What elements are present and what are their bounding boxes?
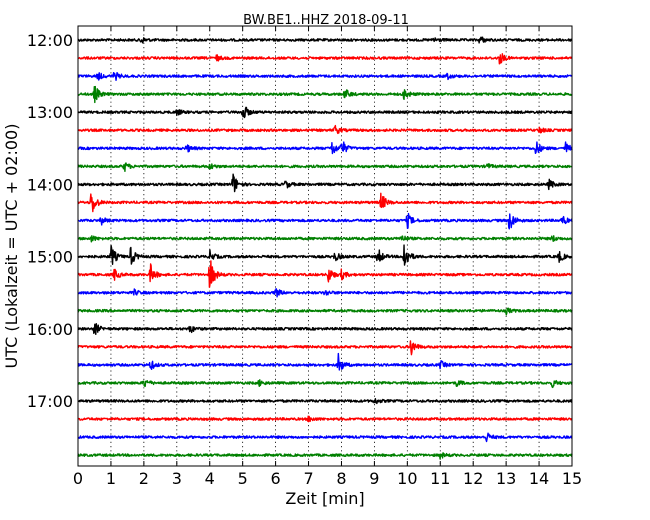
y-axis: 12:00 13:00 14:00 15:00 16:00 17:00 [27,31,572,411]
trace-13-15 [77,124,573,135]
x-tick-label: 6 [271,469,281,488]
y-axis-label: UTC (Lokalzeit = UTC + 02:00) [2,124,21,369]
x-tick-label: 1 [106,469,116,488]
x-tick-label: 5 [238,469,248,488]
trace-16-00 [77,322,573,335]
y-tick-label: 16:00 [27,320,73,339]
trace-17-30 [77,432,573,443]
x-tick-label: 0 [73,469,83,488]
trace-16-15 [77,340,573,356]
trace-16-30 [77,352,573,371]
trace-13-00 [77,106,573,119]
x-tick-label: 2 [139,469,149,488]
x-tick-label: 15 [562,469,582,488]
seismogram-traces [77,36,573,460]
trace-13-30 [77,141,573,155]
trace-15-30 [77,288,573,298]
x-tick-label: 9 [369,469,379,488]
trace-12-45 [77,85,573,104]
trace-12-30 [77,71,573,82]
x-tick-label: 13 [496,469,516,488]
x-tick-label: 12 [463,469,483,488]
trace-14-15 [77,192,573,213]
y-tick-label: 12:00 [27,31,73,50]
trace-17-00 [77,398,573,405]
trace-14-45 [77,235,573,243]
y-tick-label: 13:00 [27,103,73,122]
trace-14-30 [77,212,573,230]
x-axis-label: Zeit [min] [285,489,364,508]
trace-16-45 [77,379,573,389]
x-tick-label: 7 [303,469,313,488]
trace-12-00 [77,36,573,44]
trace-12-15 [77,53,573,65]
x-tick-label: 3 [172,469,182,488]
trace-17-15 [77,415,573,423]
trace-15-15 [77,260,573,288]
x-tick-label: 10 [397,469,417,488]
x-axis: 0 1 2 3 4 5 6 7 8 9 10 11 12 13 14 15 [73,26,582,488]
x-tick-label: 4 [205,469,215,488]
trace-15-00 [77,244,573,266]
trace-13-45 [77,162,573,172]
x-tick-label: 14 [529,469,549,488]
plot-frame [77,25,573,467]
y-tick-label: 15:00 [27,248,73,267]
x-tick-label: 11 [430,469,450,488]
trace-15-45 [77,307,573,316]
x-tick-label: 8 [336,469,346,488]
trace-17-45 [77,452,573,460]
y-tick-label: 14:00 [27,175,73,194]
y-tick-label: 17:00 [27,392,73,411]
trace-14-00 [77,173,573,193]
chart-title: BW.BE1..HHZ 2018-09-11 [243,13,409,28]
